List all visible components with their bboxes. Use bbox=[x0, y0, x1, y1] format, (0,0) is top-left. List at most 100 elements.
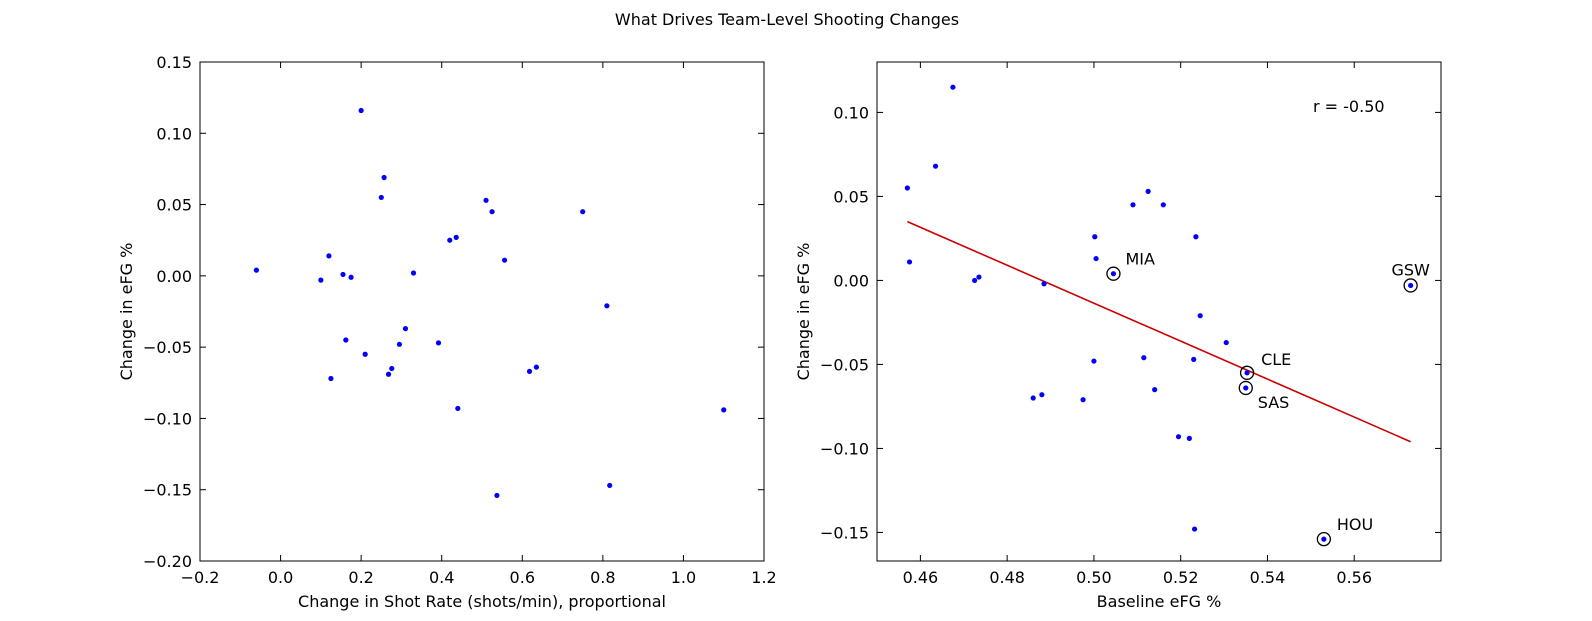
highlight-ring bbox=[1239, 365, 1255, 380]
x-tick-label: 1.0 bbox=[671, 568, 696, 587]
data-point bbox=[1223, 339, 1229, 346]
data-point bbox=[976, 274, 982, 280]
team-label: MIA bbox=[1125, 250, 1155, 269]
data-point bbox=[1145, 188, 1151, 194]
data-point bbox=[318, 277, 324, 283]
y-tick-label: −0.15 bbox=[143, 481, 192, 500]
y-tick-label: 0.15 bbox=[156, 53, 192, 72]
x-tick-label: 0.4 bbox=[429, 568, 454, 587]
data-point bbox=[1110, 271, 1117, 277]
y-tick-label: −0.15 bbox=[820, 523, 869, 542]
y-tick-label: −0.05 bbox=[820, 355, 869, 374]
x-tick-label: 0.0 bbox=[268, 568, 293, 587]
data-point bbox=[326, 253, 332, 259]
data-point bbox=[1030, 395, 1036, 401]
data-point bbox=[340, 271, 346, 278]
data-point bbox=[604, 303, 610, 309]
x-tick-label: 0.54 bbox=[1250, 568, 1286, 587]
figure-title: What Drives Team-Level Shooting Changes bbox=[615, 10, 959, 29]
data-point bbox=[721, 407, 727, 413]
data-point bbox=[1191, 526, 1198, 532]
y-tick-label: 0.05 bbox=[156, 196, 192, 215]
x-axis-label: Change in Shot Rate (shots/min), proport… bbox=[298, 592, 666, 611]
team-label: SAS bbox=[1258, 393, 1290, 412]
data-point bbox=[533, 364, 539, 370]
highlight-ring bbox=[1106, 266, 1121, 281]
data-point bbox=[381, 174, 387, 181]
data-point bbox=[1092, 234, 1098, 240]
highlight-ring bbox=[1316, 532, 1332, 547]
data-point bbox=[362, 351, 368, 357]
data-point bbox=[1191, 356, 1197, 362]
y-tick-label: 0.10 bbox=[156, 124, 192, 143]
team-label: GSW bbox=[1391, 260, 1430, 279]
data-point bbox=[447, 237, 453, 243]
x-tick-label: 0.48 bbox=[989, 568, 1025, 587]
x-tick-label: 0.2 bbox=[348, 568, 373, 587]
data-point bbox=[932, 163, 939, 169]
data-point bbox=[410, 270, 417, 276]
data-point bbox=[1175, 434, 1182, 440]
data-point bbox=[358, 107, 364, 114]
scatter-panel-shot-rate: −0.2 0.0 0.2 0.4 0.6 0.8 1.0 1.2 −0.20 −0.15 −0.10… bbox=[117, 53, 777, 611]
data-point bbox=[348, 274, 354, 280]
data-point bbox=[1130, 202, 1136, 208]
x-tick-label: 0.56 bbox=[1336, 568, 1372, 587]
y-tick-label: −0.05 bbox=[143, 338, 192, 357]
data-point bbox=[950, 84, 956, 90]
data-point bbox=[378, 194, 384, 201]
data-point bbox=[1243, 385, 1249, 391]
regression-line bbox=[907, 220, 1411, 443]
y-tick-label: 0.10 bbox=[833, 103, 869, 122]
data-point bbox=[1093, 255, 1099, 262]
y-axis-label: Change in eFG % bbox=[794, 243, 813, 381]
data-point bbox=[402, 326, 409, 332]
data-point bbox=[1160, 202, 1166, 208]
data-point bbox=[1321, 536, 1327, 542]
data-point bbox=[904, 185, 910, 191]
x-tick-label: 0.8 bbox=[590, 568, 615, 587]
x-tick-label: −0.2 bbox=[181, 568, 220, 587]
x-tick-label: 0.52 bbox=[1163, 568, 1199, 587]
data-point bbox=[1141, 355, 1147, 361]
data-point bbox=[1408, 282, 1414, 289]
plot-frame bbox=[199, 61, 765, 562]
y-tick-label: 0.05 bbox=[833, 187, 869, 206]
data-point bbox=[453, 234, 459, 240]
highlight-ring bbox=[1238, 380, 1253, 396]
data-point bbox=[385, 371, 392, 377]
data-point bbox=[607, 482, 613, 489]
y-tick-label: −0.10 bbox=[143, 409, 192, 428]
highlight-ring bbox=[1403, 278, 1418, 293]
data-point bbox=[1193, 234, 1199, 240]
data-point bbox=[494, 492, 500, 499]
data-point bbox=[1244, 370, 1250, 376]
team-label: HOU bbox=[1337, 515, 1373, 534]
data-point bbox=[253, 267, 259, 273]
data-point bbox=[1186, 435, 1192, 441]
data-point bbox=[1091, 358, 1097, 364]
x-tick-label: 1.2 bbox=[751, 568, 776, 587]
data-point bbox=[489, 209, 495, 215]
y-tick-label: −0.10 bbox=[820, 439, 869, 458]
plot-frame bbox=[876, 61, 1442, 562]
data-point bbox=[526, 368, 533, 374]
data-point bbox=[435, 340, 442, 346]
team-label: CLE bbox=[1261, 350, 1291, 369]
scatter-panel-baseline-efg: 0.46 0.48 0.50 0.52 0.54 0.56 −0.15 −0.10 −0.05 0… bbox=[794, 61, 1442, 611]
data-point bbox=[389, 365, 395, 372]
data-point bbox=[580, 209, 586, 215]
data-point bbox=[1152, 387, 1158, 393]
y-tick-label: 0.00 bbox=[156, 267, 192, 286]
y-tick-label: −0.20 bbox=[143, 552, 192, 571]
x-tick-label: 0.6 bbox=[510, 568, 535, 587]
data-point bbox=[483, 197, 489, 203]
data-point bbox=[455, 405, 461, 412]
data-point bbox=[1041, 281, 1047, 287]
x-tick-label: 0.50 bbox=[1076, 568, 1112, 587]
data-point bbox=[396, 341, 403, 347]
data-point bbox=[906, 259, 913, 265]
data-point bbox=[501, 257, 508, 263]
data-point bbox=[972, 277, 978, 284]
